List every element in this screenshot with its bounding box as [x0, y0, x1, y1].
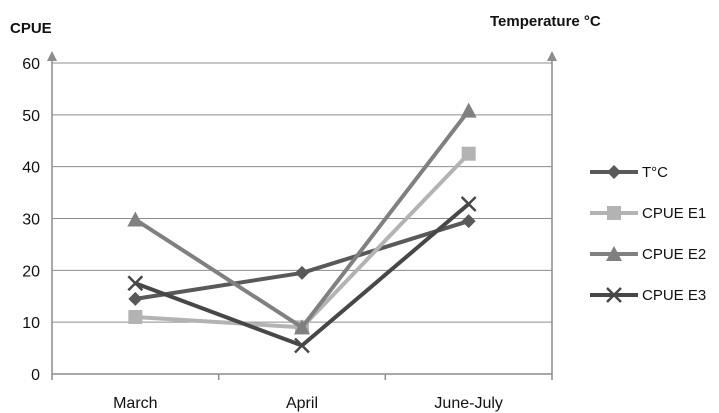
- y-tick-label-4: 40: [22, 160, 40, 177]
- series-3-point-2: [460, 196, 477, 212]
- series-2-point-1: [294, 319, 310, 335]
- y-tick-label-3: 30: [22, 212, 40, 229]
- series-line-2: [134, 109, 471, 330]
- y-tick-label-6: 60: [22, 56, 40, 73]
- series-lines: [127, 102, 477, 354]
- y-tick-label-5: 50: [22, 108, 40, 125]
- y-axis-left-arrow: [47, 51, 57, 61]
- series-3: [127, 196, 477, 354]
- x-category-label-0: March: [113, 395, 157, 412]
- x-category-label-2: June-July: [434, 395, 502, 412]
- legend: T°C CPUE E1 CPUE E2 CPUE E3: [590, 164, 706, 304]
- gridlines: [52, 62, 552, 323]
- legend-label-0: T°C: [642, 164, 668, 181]
- legend-marker-2: [606, 246, 622, 261]
- legend-marker-3: [606, 287, 622, 303]
- y-axis-left-label: CPUE: [10, 20, 52, 37]
- legend-label-3: CPUE E3: [642, 287, 706, 304]
- y-tick-label-1: 10: [22, 315, 40, 332]
- legend-item-3: CPUE E3: [590, 287, 706, 304]
- legend-label-2: CPUE E2: [642, 246, 706, 263]
- legend-item-0: T°C: [590, 164, 668, 181]
- series-0: [128, 214, 476, 306]
- y-tick-label-2: 20: [22, 263, 40, 280]
- legend-item-1: CPUE E1: [590, 205, 706, 222]
- series-0-point-2: [461, 214, 476, 229]
- legend-marker-0: [607, 165, 621, 179]
- y-tick-labels: 0 10 20 30 40 50 60: [22, 56, 40, 384]
- series-1-point-0: [128, 309, 143, 324]
- y-axis-right-label: Temperature °C: [490, 13, 601, 30]
- series-0-point-0: [128, 291, 143, 306]
- legend-item-2: CPUE E2: [590, 246, 706, 263]
- series-1-point-2: [461, 146, 476, 161]
- x-category-label-1: April: [286, 395, 318, 412]
- series-line-0: [135, 219, 470, 301]
- legend-label-1: CPUE E1: [642, 205, 706, 222]
- series-2-point-2: [460, 102, 477, 118]
- legend-marker-1: [607, 206, 621, 220]
- series-2-point-0: [127, 211, 144, 227]
- series-0-point-1: [295, 265, 309, 280]
- x-category-labels: March April June-July: [113, 395, 503, 412]
- y-tick-label-0: 0: [31, 367, 40, 384]
- series-3-point-0: [127, 275, 144, 292]
- series-3-point-1: [294, 337, 310, 354]
- axes: [47, 51, 557, 380]
- series-2: [127, 102, 477, 335]
- y-axis-right-arrow: [547, 51, 557, 61]
